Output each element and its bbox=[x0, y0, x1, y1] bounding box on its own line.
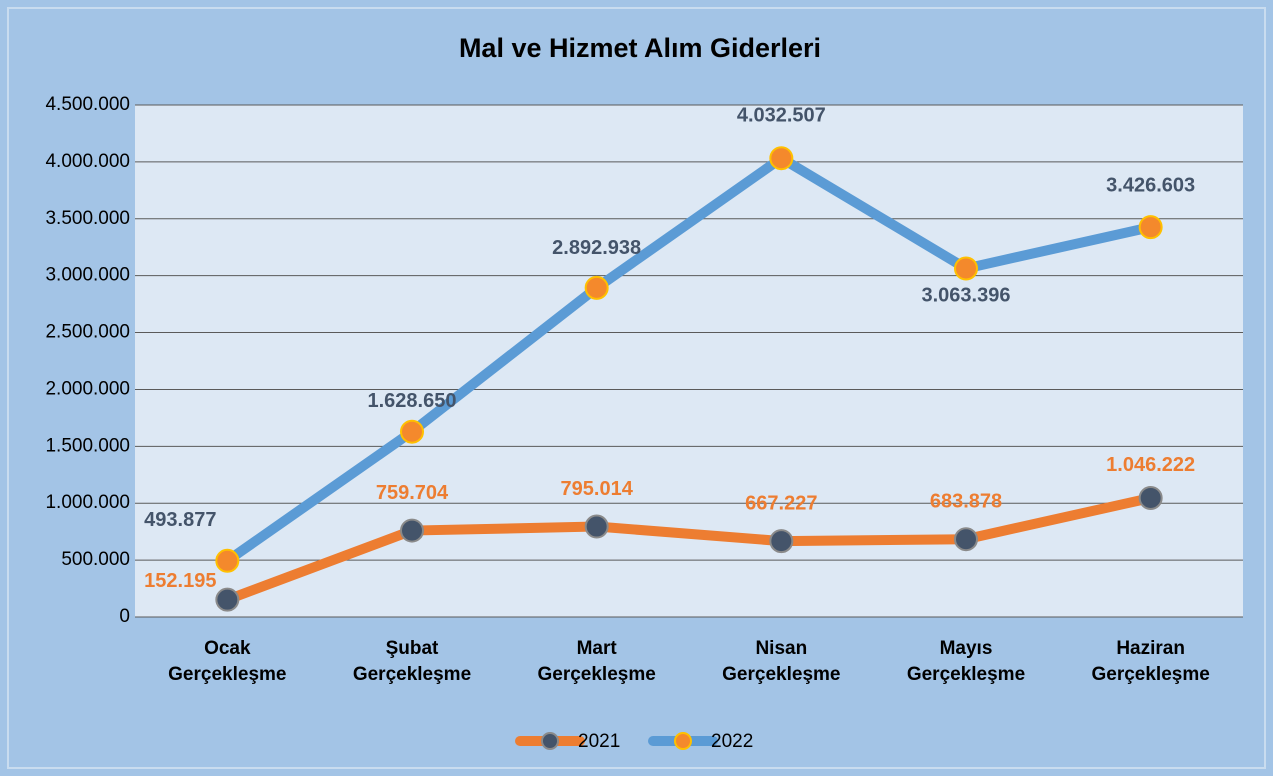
data-point bbox=[215, 548, 240, 573]
x-tick-label: Mayıs Gerçekleşme bbox=[906, 638, 1026, 685]
chart-title: Mal ve Hizmet Alım Giderleri bbox=[459, 33, 821, 63]
y-tick-label: 2.500.000 bbox=[45, 322, 130, 343]
legend-label: 2021 bbox=[578, 731, 620, 752]
legend-label: 2022 bbox=[711, 731, 753, 752]
y-tick-label: 1.000.000 bbox=[45, 492, 130, 513]
data-label: 759.704 bbox=[376, 482, 449, 504]
data-point bbox=[584, 514, 609, 539]
data-point bbox=[1138, 215, 1163, 240]
x-tick-label: Şubat Gerçekleşme bbox=[352, 638, 472, 685]
legend-marker bbox=[674, 732, 692, 750]
data-label: 683.878 bbox=[930, 490, 1002, 512]
series-line bbox=[225, 493, 1152, 605]
data-point bbox=[400, 518, 424, 543]
data-label: 152.195 bbox=[144, 570, 216, 592]
data-label: 1.628.650 bbox=[368, 390, 457, 412]
legend-marker bbox=[541, 732, 559, 750]
y-tick-label: 3.000.000 bbox=[45, 265, 130, 286]
data-point bbox=[1138, 485, 1163, 510]
y-tick-label: 500.000 bbox=[61, 549, 130, 570]
y-tick-label: 1.500.000 bbox=[45, 435, 130, 456]
data-point bbox=[215, 587, 240, 612]
data-point bbox=[954, 527, 978, 552]
data-label: 3.426.603 bbox=[1106, 174, 1195, 196]
data-point bbox=[769, 529, 794, 554]
data-label: 667.227 bbox=[745, 492, 817, 514]
data-label: 3.063.396 bbox=[922, 285, 1011, 307]
data-label: 1.046.222 bbox=[1106, 454, 1195, 476]
data-label: 2.892.938 bbox=[552, 237, 641, 259]
data-label: 4.032.507 bbox=[737, 104, 826, 126]
y-tick-label: 4.500.000 bbox=[45, 94, 130, 115]
x-tick-label: Mart Gerçekleşme bbox=[537, 638, 656, 685]
x-tick-label: Haziran Gerçekleşme bbox=[1091, 638, 1210, 685]
plot-area bbox=[135, 105, 1243, 617]
data-point bbox=[769, 146, 794, 171]
data-point bbox=[584, 275, 609, 300]
data-label: 493.877 bbox=[144, 509, 216, 531]
y-tick-label: 3.500.000 bbox=[45, 208, 130, 229]
x-tick-label: Ocak Gerçekleşme bbox=[168, 638, 287, 685]
y-tick-label: 4.000.000 bbox=[45, 151, 130, 172]
y-tick-label: 2.000.000 bbox=[45, 378, 130, 399]
data-point bbox=[954, 256, 978, 281]
data-label: 795.014 bbox=[561, 478, 634, 500]
series-line bbox=[224, 153, 1152, 565]
data-point bbox=[400, 419, 424, 444]
y-tick-label: 0 bbox=[119, 606, 130, 627]
x-tick-label: Nisan Gerçekleşme bbox=[722, 638, 841, 685]
